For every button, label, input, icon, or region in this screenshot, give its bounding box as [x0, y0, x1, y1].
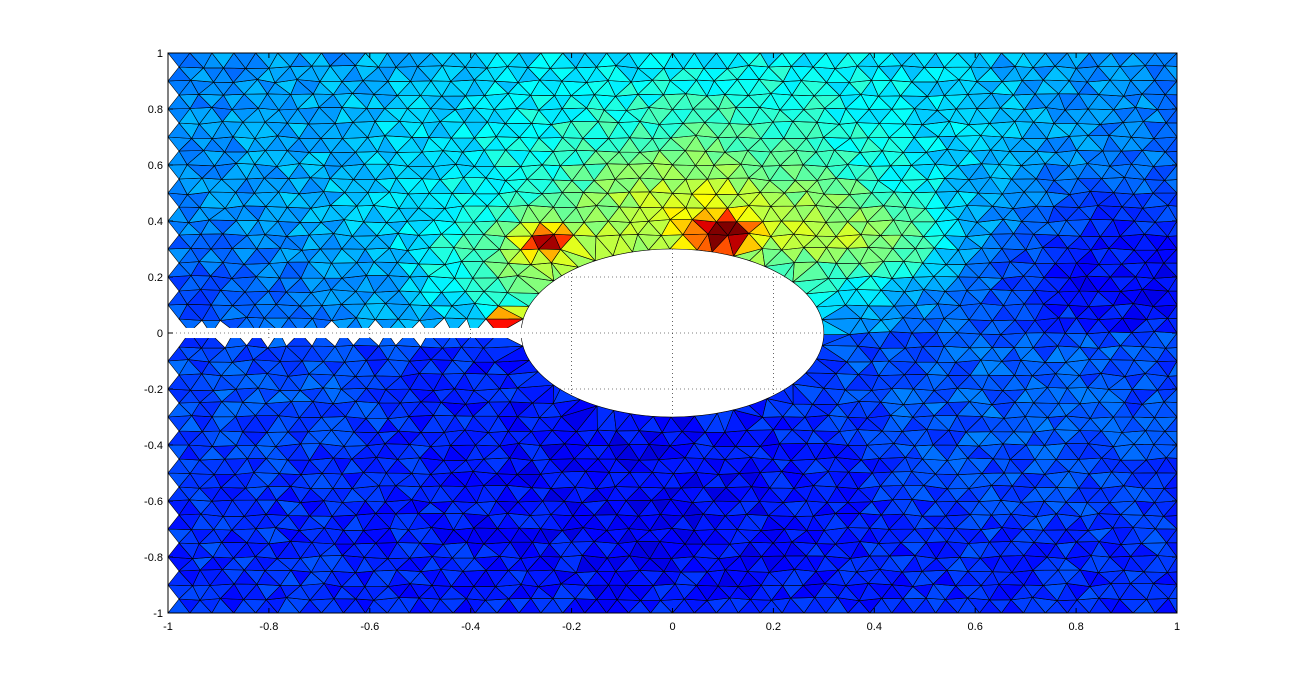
mesh-triangle: [562, 53, 586, 69]
y-tick-label: 0.6: [148, 160, 163, 172]
mesh-triangle: [1167, 571, 1177, 586]
x-tick-label: 0.6: [968, 621, 983, 633]
plot-area: [167, 52, 1178, 614]
y-tick-label: -1: [153, 608, 163, 620]
mesh-triangle: [1167, 317, 1177, 334]
mesh-triangle: [584, 53, 608, 68]
y-tick-label: 0.8: [148, 104, 163, 116]
mesh-triangle: [540, 53, 564, 69]
mesh-triangle: [395, 331, 421, 348]
mesh-triangle: [1166, 457, 1177, 474]
mesh-triangle: [1110, 53, 1134, 67]
mesh-triangle: [189, 53, 213, 69]
mesh-triangle: [847, 53, 871, 67]
x-tick-label: -0.8: [259, 621, 278, 633]
x-tick-label: 1: [1174, 621, 1180, 633]
mesh-triangle: [496, 53, 520, 67]
y-axis: -1 -0.8 -0.6 -0.4 -0.2 0 0.2 0.4 0.6 0.8 1: [144, 48, 1177, 620]
mesh-triangle: [1165, 122, 1177, 138]
y-tick-label: -0.8: [144, 552, 163, 564]
mesh-triangle: [246, 331, 269, 349]
mesh-triangle: [1166, 542, 1177, 558]
x-axis: -1 -0.8 -0.6 -0.4 -0.2 0 0.2 0.4 0.6 0.8 1: [163, 53, 1180, 633]
mesh-triangle: [353, 332, 380, 347]
x-tick-label: -0.4: [461, 621, 480, 633]
mesh-triangle: [979, 53, 1002, 69]
mesh-triangle: [1154, 53, 1177, 67]
mesh-triangle: [299, 53, 322, 67]
mesh-triangle: [430, 53, 454, 66]
mesh-triangle: [255, 53, 279, 69]
mesh-triangle: [891, 53, 915, 66]
y-tick-label: -0.6: [144, 496, 163, 508]
slit-region: [168, 327, 527, 339]
mesh-triangle: [334, 332, 354, 347]
mesh-triangle: [1167, 290, 1177, 306]
mesh-triangle: [737, 53, 761, 66]
y-tick-label: 1: [157, 48, 163, 60]
mesh-triangle: [378, 331, 397, 347]
mesh-triangle: [650, 53, 673, 69]
mesh-triangle: [869, 53, 893, 67]
mesh-triangle: [321, 53, 344, 67]
mesh-triangle: [628, 53, 651, 69]
mesh-triangle: [168, 53, 191, 68]
mesh-triangle: [1045, 53, 1068, 67]
y-tick-label: -0.4: [144, 440, 163, 452]
mesh-triangle: [716, 53, 739, 69]
mesh-triangle: [343, 53, 366, 66]
x-tick-label: 0: [669, 621, 675, 633]
mesh-triangle: [1132, 53, 1156, 66]
x-tick-label: 0.2: [766, 621, 781, 633]
mesh-triangle: [224, 330, 247, 349]
mesh-triangle: [1168, 598, 1177, 613]
mesh-triangle: [1167, 205, 1177, 222]
mesh-triangle: [672, 53, 695, 69]
mesh-triangle: [781, 53, 805, 67]
mesh-triangle: [452, 53, 476, 68]
mesh-triangle: [759, 53, 783, 68]
y-tick-label: 0.4: [148, 216, 163, 228]
mesh-triangle: [1089, 53, 1112, 67]
mesh-triangle: [267, 331, 287, 349]
mesh-triangle: [365, 53, 388, 68]
x-tick-label: -1: [163, 621, 173, 633]
mesh-triangle: [935, 53, 959, 68]
mesh-triangle: [825, 53, 849, 69]
mesh-triangle: [518, 53, 542, 68]
y-tick-label: 0.2: [148, 272, 163, 284]
mesh-triangle: [957, 53, 980, 68]
x-tick-label: -0.6: [360, 621, 379, 633]
mesh-triangle: [408, 53, 432, 67]
mesh-triangle: [1023, 53, 1046, 68]
mesh-triangle: [474, 53, 498, 69]
mesh-triangle: [1167, 375, 1177, 390]
y-tick-label: -0.2: [144, 384, 163, 396]
x-tick-label: -0.2: [562, 621, 581, 633]
y-tick-label: 0: [157, 328, 163, 340]
mesh-layer: [168, 53, 1177, 613]
x-tick-label: 0.4: [867, 621, 882, 633]
mesh-triangle: [277, 53, 300, 67]
mesh-triangle: [386, 53, 410, 68]
mesh-triangle: [1167, 235, 1177, 250]
mesh-triangle: [606, 53, 629, 66]
mesh-triangle: [913, 53, 937, 68]
mesh-triangle: [233, 53, 256, 69]
mesh-triangle: [694, 53, 717, 69]
mesh-triangle: [286, 332, 313, 347]
x-tick-label: 0.8: [1068, 621, 1083, 633]
mesh-triangle: [1067, 53, 1090, 69]
mesh-triangle: [211, 53, 235, 69]
mesh-triangle: [803, 53, 827, 68]
mesh-triangle: [1001, 53, 1024, 67]
